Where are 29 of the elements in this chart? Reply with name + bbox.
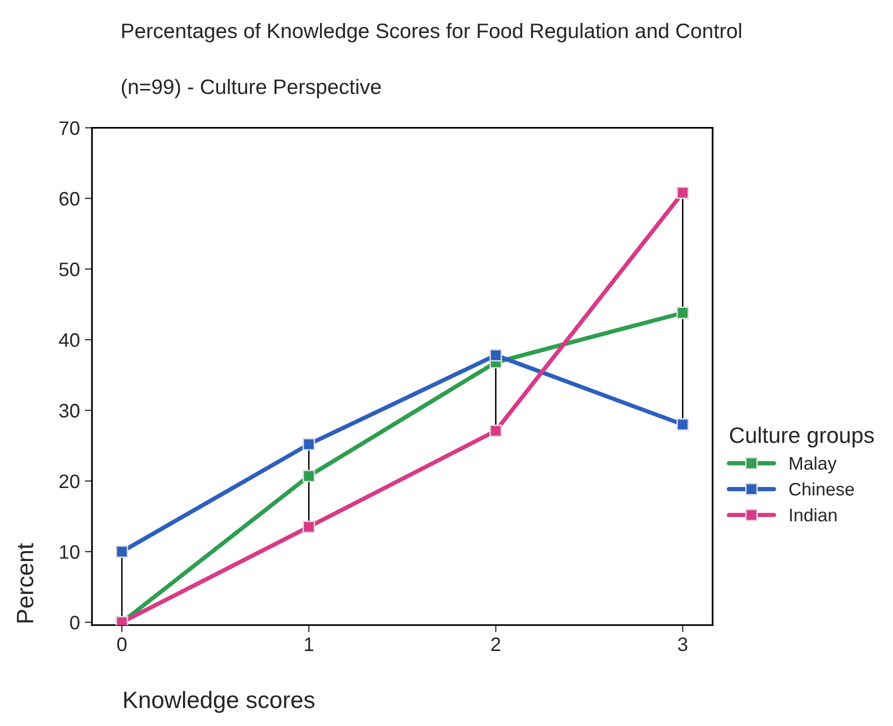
point — [116, 545, 128, 558]
chart-title: Percentages of Knowledge Scores for Food Regulation and Control — [122, 22, 742, 42]
x-tick-label: 1 — [304, 638, 314, 651]
point — [676, 186, 689, 200]
x-tick-label: 0 — [117, 637, 127, 652]
y-tick-label: 40 — [58, 333, 80, 347]
legend-label: Malay — [790, 456, 837, 474]
y-tick-label: 20 — [60, 474, 80, 488]
legend-label: Chinese — [789, 482, 854, 496]
point — [676, 418, 689, 431]
point — [490, 424, 502, 438]
x-axis-title: Knowledge scores — [124, 690, 314, 713]
point — [302, 470, 316, 482]
y-axis-title: Percent — [16, 543, 34, 622]
chart-subtitle: (n=99) - Culture Perspective — [122, 78, 381, 98]
y-tick-label: 10 — [60, 545, 80, 559]
point — [676, 306, 689, 320]
point — [490, 348, 502, 362]
legend-title: Culture groups — [730, 426, 874, 448]
x-tick-label: 3 — [678, 637, 688, 652]
y-tick-label: 30 — [59, 404, 80, 418]
y-tick-label: 60 — [60, 192, 80, 206]
point — [302, 520, 316, 534]
y-tick-label: 0 — [70, 616, 80, 630]
y-tick-label: 50 — [59, 262, 80, 276]
legend-label: Indian — [790, 508, 836, 522]
point — [302, 438, 316, 450]
y-tick-label: 70 — [60, 121, 80, 136]
x-tick-label: 2 — [491, 637, 500, 651]
